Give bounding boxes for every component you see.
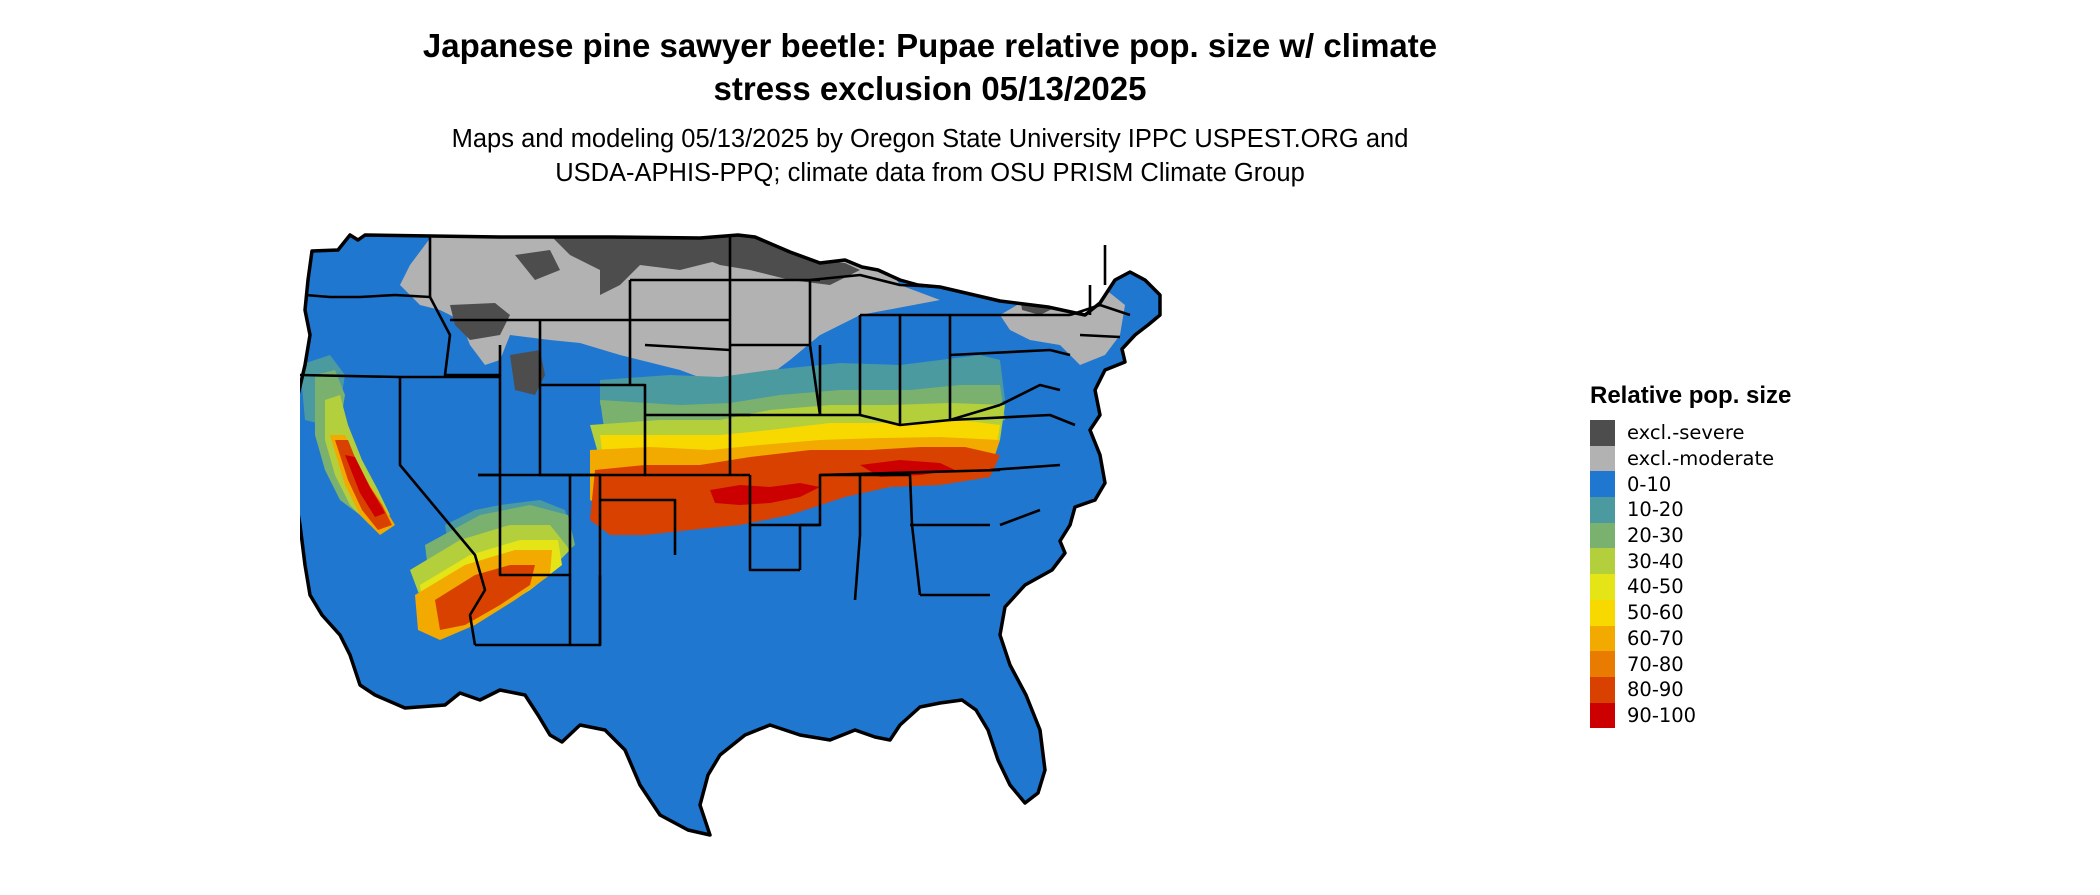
legend-item: excl.-severe: [1590, 420, 1791, 446]
legend-label: 10-20: [1627, 498, 1684, 522]
legend-label: 0-10: [1627, 472, 1672, 496]
legend-label: 90-100: [1627, 703, 1697, 727]
legend-swatch: [1590, 651, 1615, 677]
legend-item: 20-30: [1590, 522, 1791, 549]
class-90-100-region: [345, 455, 385, 517]
legend-swatch: [1590, 548, 1615, 575]
map-subtitle-line-1: Maps and modeling 05/13/2025 by Oregon S…: [451, 125, 1409, 153]
legend-item: 60-70: [1590, 625, 1791, 652]
legend-swatch: [1590, 625, 1615, 652]
legend-swatch: [1590, 522, 1615, 549]
legend-item: 50-60: [1590, 599, 1791, 626]
legend-item: 10-20: [1590, 497, 1791, 523]
map-subtitle-line-2: USDA-APHIS-PPQ; climate data from OSU PR…: [555, 159, 1305, 187]
legend-items: excl.-severe excl.-moderate 0-10 10-20 2…: [1590, 420, 1791, 729]
excl-severe-region: [510, 350, 545, 395]
legend-swatch: [1590, 420, 1615, 446]
legend-item: 40-50: [1590, 574, 1791, 600]
legend-swatch: [1590, 676, 1615, 703]
legend-label: 70-80: [1627, 652, 1684, 676]
legend-label: 40-50: [1627, 575, 1684, 599]
legend-swatch: [1590, 445, 1615, 472]
legend-swatch: [1590, 497, 1615, 523]
legend-title: Relative pop. size: [1590, 382, 1792, 409]
legend-label: 50-60: [1627, 601, 1684, 625]
legend-label: 60-70: [1627, 626, 1684, 650]
map-title-line-2: stress exclusion 05/13/2025: [713, 70, 1147, 107]
class-90-100-region: [710, 483, 820, 505]
legend-label: 20-30: [1627, 524, 1684, 548]
state-borders: [300, 237, 1131, 647]
excl-severe-region: [515, 250, 560, 280]
us-population-map: [300, 233, 1162, 837]
legend-label: 30-40: [1627, 549, 1684, 573]
legend-item: 0-10: [1590, 471, 1791, 498]
legend-item: 70-80: [1590, 651, 1791, 677]
legend-swatch: [1590, 574, 1615, 600]
legend: Relative pop. size excl.-severe excl.-mo…: [1590, 382, 1792, 729]
legend-item: 90-100: [1590, 702, 1791, 729]
legend-swatch: [1590, 471, 1615, 498]
legend-label: excl.-moderate: [1627, 447, 1775, 471]
excl-moderate-region: [720, 295, 860, 345]
legend-label: 80-90: [1627, 678, 1684, 702]
map-subtitle: Maps and modeling 05/13/2025 by Oregon S…: [300, 122, 1560, 190]
legend-label: excl.-severe: [1627, 421, 1745, 445]
legend-item: 80-90: [1590, 676, 1791, 703]
legend-swatch: [1590, 702, 1615, 729]
map-title: Japanese pine sawyer beetle: Pupae relat…: [300, 24, 1560, 110]
population-raster: [300, 235, 1160, 835]
excl-severe-region: [450, 303, 510, 340]
legend-item: 30-40: [1590, 548, 1791, 575]
legend-swatch: [1590, 599, 1615, 626]
class-80-90-region: [435, 565, 535, 630]
legend-item: excl.-moderate: [1590, 445, 1791, 472]
map-title-line-1: Japanese pine sawyer beetle: Pupae relat…: [422, 27, 1438, 64]
